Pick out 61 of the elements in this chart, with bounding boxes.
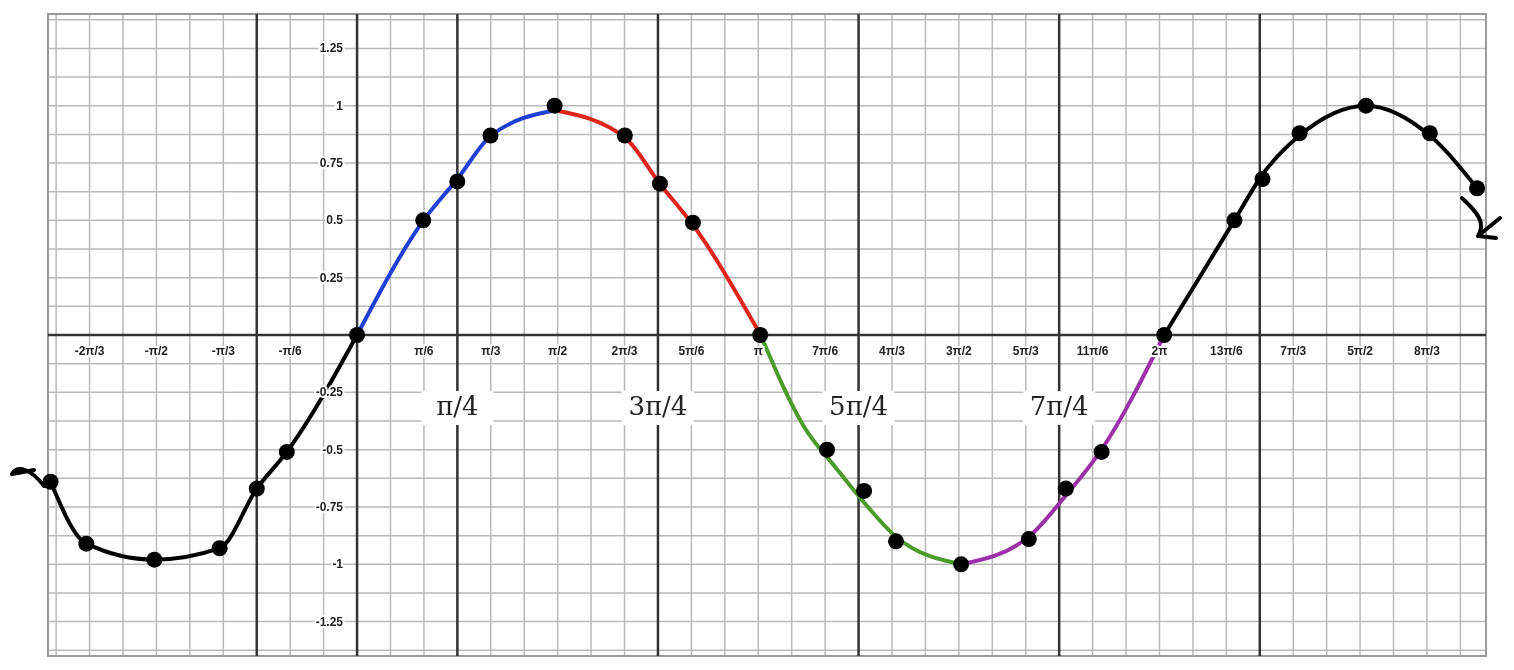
x-tick-label: π/3 [481,344,501,358]
x-tick-label: 2π/3 [611,344,638,358]
point [449,173,466,190]
point [856,482,873,499]
point [1357,97,1374,114]
point [1291,125,1308,142]
point [684,214,701,231]
y-tick-label: 1 [336,98,344,113]
point [278,443,295,460]
y-tick-label: -0.75 [315,499,344,514]
point [1254,171,1271,188]
point [546,97,563,114]
point [1057,480,1074,497]
point [42,473,59,490]
point [752,327,769,343]
point [146,551,163,568]
x-tick-label: 4π/3 [879,344,906,358]
y-tick-label: -1 [332,557,344,572]
x-tick-label: π/6 [414,344,434,358]
y-tick-label: -1.25 [315,614,344,629]
x-tick-label: 5π/2 [1347,344,1374,358]
x-tick-label: 8π/3 [1414,344,1441,358]
y-tick-label: 0.75 [319,156,344,171]
point [616,127,633,144]
point [1093,443,1110,460]
point [1469,180,1486,197]
point [211,540,228,557]
x-tick-label: -2π/3 [74,344,105,358]
y-tick-label: 0.25 [319,270,344,285]
x-tick-label: π/2 [548,344,568,358]
point [1020,531,1037,548]
x-tick-label: -π/3 [211,344,236,358]
point [887,533,904,550]
ref-line-label: 5π/4 [829,391,889,421]
ref-line-label: π/4 [436,391,479,421]
x-tick-label: 5π/6 [678,344,705,358]
x-tick-label: -π/6 [278,344,303,358]
point [248,480,265,497]
point [651,175,668,192]
ref-line-label: 7π/4 [1029,391,1089,421]
point [1156,327,1173,343]
x-tick-label: 5π/3 [1012,344,1039,358]
x-tick-label: 7π/6 [812,344,839,358]
y-tick-label: 1.25 [319,41,344,56]
point [819,441,836,458]
point [482,127,499,144]
point [1421,125,1438,142]
x-tick-label: 13π/6 [1210,344,1243,358]
y-tick-label: -0.5 [322,442,344,457]
point [349,327,366,343]
x-tick-label: 11π/6 [1076,344,1109,358]
point [1226,212,1243,229]
x-tick-label: π [753,344,763,358]
y-tick-label: 0.5 [326,213,344,228]
x-tick-label: 3π/2 [945,344,973,358]
x-tick-label: -π/2 [144,344,169,358]
ref-line-label: 3π/4 [628,391,688,421]
point [415,212,432,229]
point [78,535,95,552]
x-tick-label: 7π/3 [1280,344,1307,358]
point [953,556,970,573]
